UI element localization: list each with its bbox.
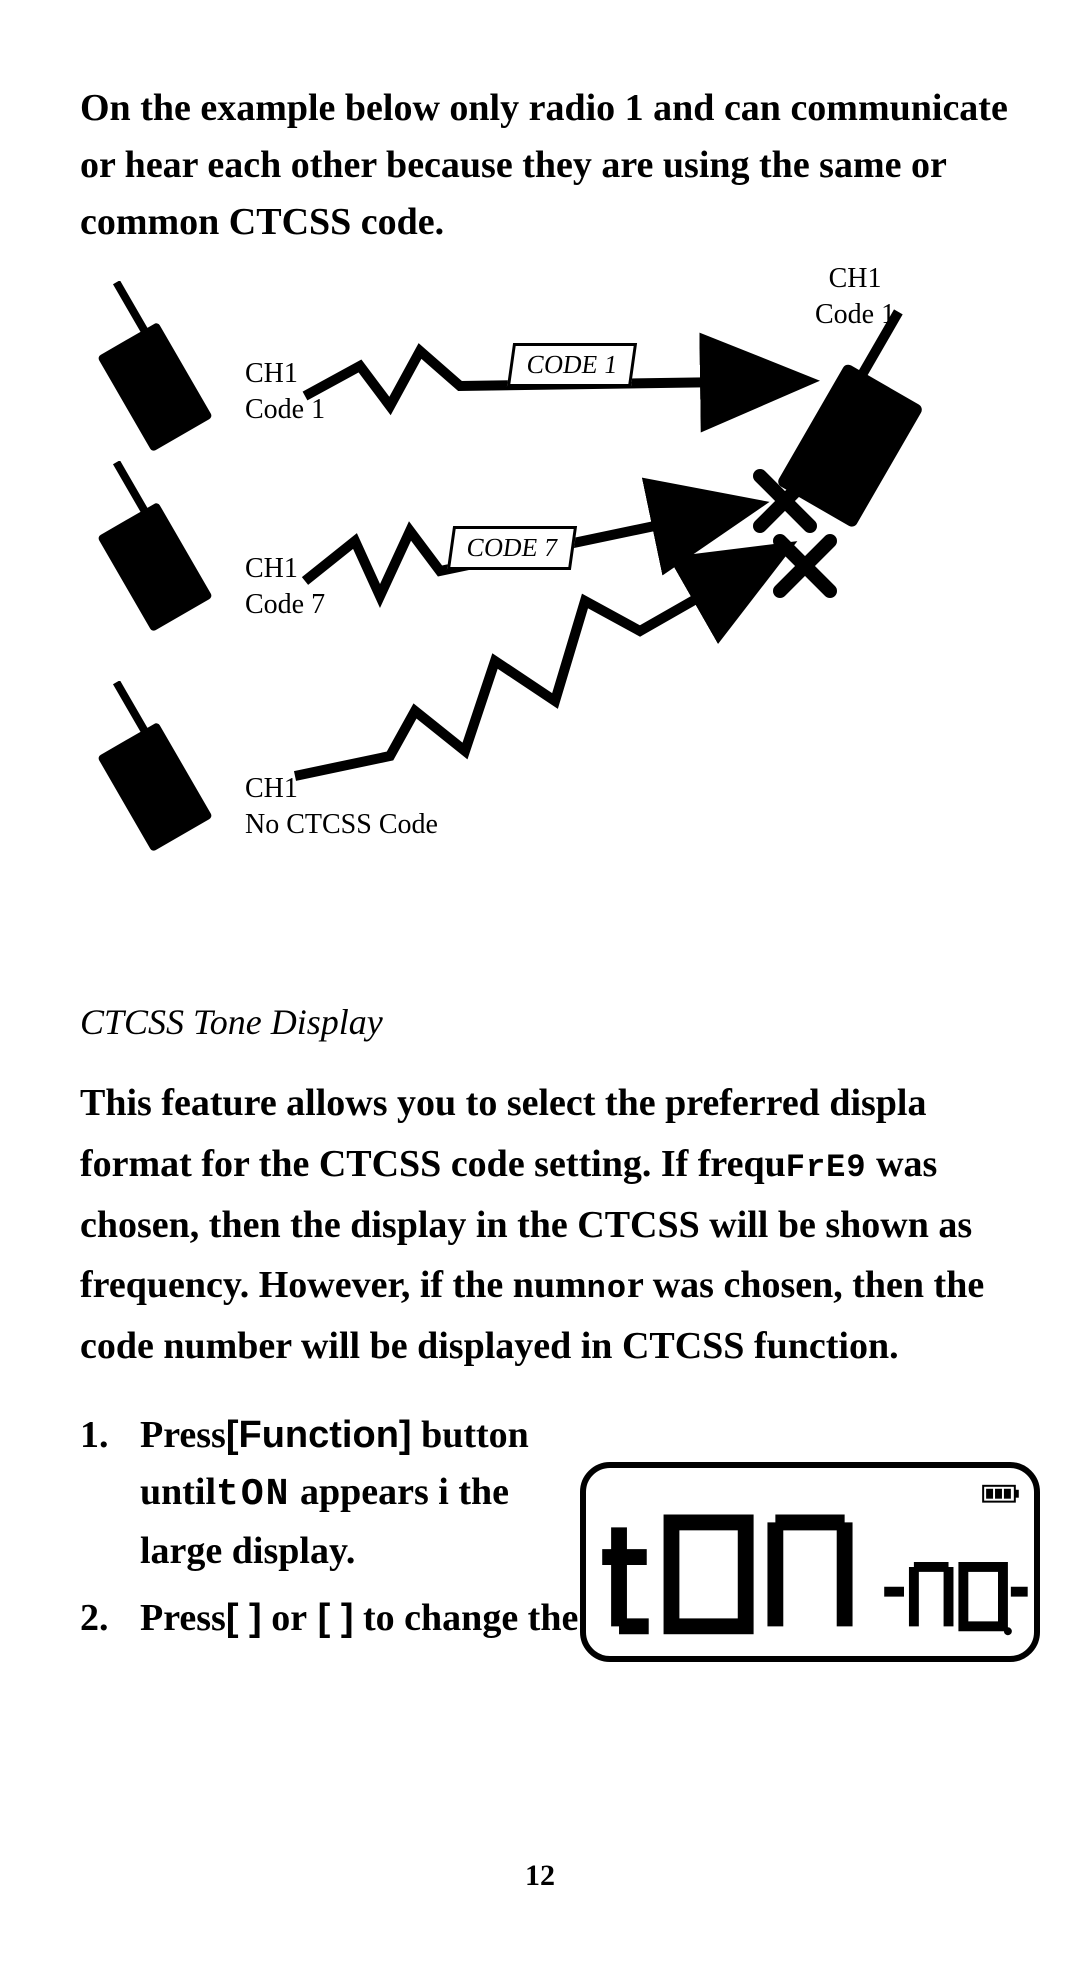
lcd-svg	[586, 1468, 1034, 1656]
freq-lcd-text: FrE9	[786, 1149, 867, 1186]
page-number: 12	[525, 1859, 555, 1893]
code-box-2: CODE 7	[447, 526, 577, 570]
step-1-content: Press[Function] button untiltON appears …	[140, 1407, 580, 1580]
body-paragraph: This feature allows you to select the pr…	[80, 1073, 1010, 1377]
intro-paragraph: On the example below only radio 1 and ca…	[80, 80, 1010, 251]
function-button-label: [Function]	[226, 1414, 412, 1456]
step2-pre: Press	[140, 1597, 226, 1639]
lcd-main-text	[602, 1522, 844, 1626]
step2-bracket2: [ ]	[307, 1597, 353, 1639]
step-1-number: 1.	[80, 1407, 140, 1580]
lcd-sub-text	[884, 1567, 1027, 1635]
battery-icon	[983, 1486, 1019, 1502]
step1-lcd: tON	[216, 1473, 290, 1516]
section-subtitle: CTCSS Tone Display	[80, 1001, 1010, 1043]
lcd-display	[580, 1462, 1040, 1662]
step-2-number: 2.	[80, 1590, 140, 1647]
step2-bracket1: [ ]	[226, 1597, 262, 1639]
radio-diagram: CH1 Code 1 CH1 Code 7 CH1 No CTCSS Code …	[80, 281, 1000, 961]
no-lcd-text: no	[587, 1270, 627, 1307]
step2-or: or	[262, 1597, 307, 1639]
step1-pre: Press	[140, 1414, 226, 1456]
code-box-1: CODE 1	[507, 343, 637, 387]
